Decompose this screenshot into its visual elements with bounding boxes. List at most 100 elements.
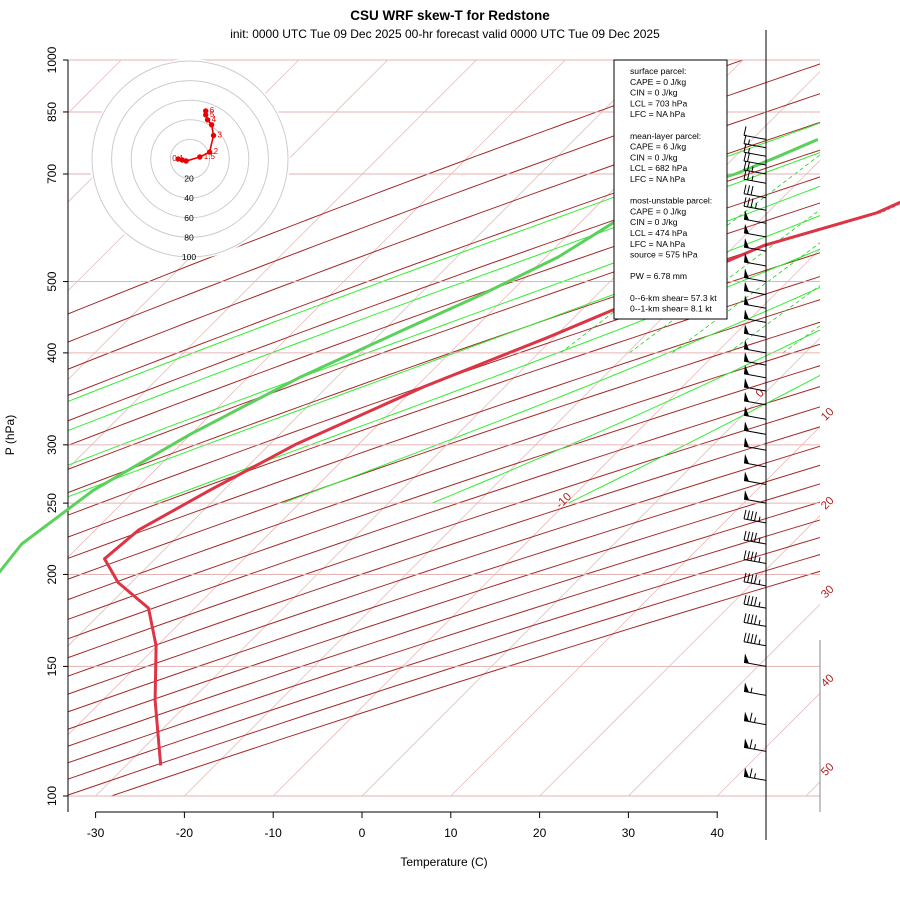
hodograph-point (197, 154, 203, 160)
dry-adiabat (68, 321, 820, 580)
dry-adiabat (68, 406, 820, 659)
x-tick-label: 40 (711, 826, 725, 840)
wind-barb (743, 238, 767, 252)
info-line: LFC = NA hPa (630, 174, 685, 184)
hodograph-point-label: 2 (214, 147, 219, 156)
hodograph-ring-label: 20 (184, 174, 194, 184)
dry-adiabat (68, 445, 820, 695)
wind-barb (743, 421, 767, 435)
isotherm-line (184, 159, 820, 797)
x-tick-label: -10 (265, 826, 283, 840)
dry-adiabat (68, 365, 820, 620)
wind-barb (743, 143, 767, 157)
y-tick-label: 100 (45, 786, 59, 806)
hodograph-ring-label: 60 (184, 213, 194, 223)
hodograph-ring (111, 80, 269, 238)
y-tick-label: 200 (45, 564, 59, 584)
y-tick-label: 250 (45, 493, 59, 513)
info-line: LFC = NA hPa (630, 239, 685, 249)
wind-barb (743, 595, 767, 609)
hodograph-point (206, 149, 213, 155)
moist-adiabat (68, 122, 820, 402)
hodograph-point (204, 117, 211, 123)
wind-barb (743, 295, 767, 309)
hodograph-point (203, 112, 209, 118)
moist-adiabat (68, 215, 820, 498)
info-line: 0--6-km shear= 57.3 kt (630, 293, 717, 303)
isotherm-label: 10 (819, 406, 837, 424)
hodograph-background (90, 59, 290, 259)
hodograph-ring (91, 60, 289, 258)
hodograph-ring (169, 138, 211, 180)
wind-barb (743, 339, 767, 354)
info-line: source = 575 hPa (630, 250, 698, 260)
dry-adiabat (68, 299, 820, 559)
hodograph-point-label: 6 (210, 106, 215, 115)
wind-barb (743, 471, 767, 485)
info-line: CIN = 0 J/kg (630, 217, 678, 227)
info-line: CIN = 0 J/kg (630, 152, 678, 162)
wind-barb (743, 406, 767, 420)
wind-barb (743, 550, 767, 564)
mixing-ratio-line (728, 285, 820, 354)
y-tick-label: 300 (45, 435, 59, 455)
y-tick-label: 700 (45, 164, 59, 184)
isotherm-label: 40 (819, 672, 837, 690)
x-tick-label: -30 (87, 826, 105, 840)
wind-barb (743, 767, 767, 781)
wind-barbs (743, 30, 767, 840)
isotherm-label: -10 (554, 491, 574, 511)
info-box-frame (613, 59, 728, 320)
hodograph-point-label: 4 (212, 115, 217, 124)
isotherm-label: 30 (819, 584, 837, 602)
wind-barb (743, 281, 767, 296)
subtitle-text: init: 0000 UTC Tue 09 Dec 2025 00-hr for… (230, 27, 660, 41)
dry-adiabat (68, 386, 820, 640)
wind-barb (743, 252, 767, 267)
dry-adiabat (68, 426, 820, 677)
dry-adiabat (68, 252, 820, 516)
isotherm-line (272, 248, 820, 797)
hodograph-point-label: 0 (172, 154, 177, 163)
info-line: 0--1-km shear= 8.1 kt (630, 304, 713, 314)
moist-adiabat (431, 329, 820, 504)
hodograph-point (210, 132, 217, 139)
temperature-profile (103, 200, 900, 766)
hodograph-ring-label: 40 (184, 193, 194, 203)
moist-adiabat (153, 248, 820, 504)
hodograph-point-label: 1.5 (204, 152, 216, 161)
parcel-info-box: surface parcel:CAPE = 0 J/kg CIN = 0 J/kg… (613, 59, 728, 320)
wind-barb (743, 184, 767, 199)
x-tick-label: -20 (176, 826, 194, 840)
wind-barb (743, 738, 767, 752)
hodograph-point (208, 122, 215, 128)
wind-barb (743, 160, 767, 175)
wind-barb (743, 352, 767, 366)
isotherm-line (450, 426, 820, 797)
wind-barb (743, 223, 767, 238)
x-axis-label: Temperature (C) (400, 855, 487, 869)
info-line: LCL = 703 hPa (630, 98, 687, 108)
isotherm-line (68, 60, 477, 469)
info-line: LFC = NA hPa (630, 109, 685, 119)
hodograph-point-label: 5 (210, 110, 215, 119)
chart-subtitle: init: 0000 UTC Tue 09 Dec 2025 00-hr for… (0, 25, 890, 43)
x-tick-label: 20 (533, 826, 547, 840)
dry-adiabat (68, 149, 820, 422)
info-line: LCL = 682 hPa (630, 163, 687, 173)
hodograph-point (183, 158, 189, 164)
wind-barb (743, 378, 767, 392)
wind-barb (743, 509, 767, 524)
dewpoint-profile (0, 138, 819, 574)
y-tick-label: 850 (45, 102, 59, 122)
x-tick-label: 0 (359, 826, 366, 840)
y-tick-label: 400 (45, 343, 59, 363)
wind-barb (743, 490, 767, 504)
wind-barb (743, 632, 767, 647)
info-line: CAPE = 0 J/kg (630, 77, 686, 87)
wind-barb (743, 437, 767, 451)
wind-barb (743, 711, 767, 726)
info-line: surface parcel: (630, 66, 686, 76)
wind-barb (743, 364, 767, 379)
wind-barb (743, 453, 767, 468)
